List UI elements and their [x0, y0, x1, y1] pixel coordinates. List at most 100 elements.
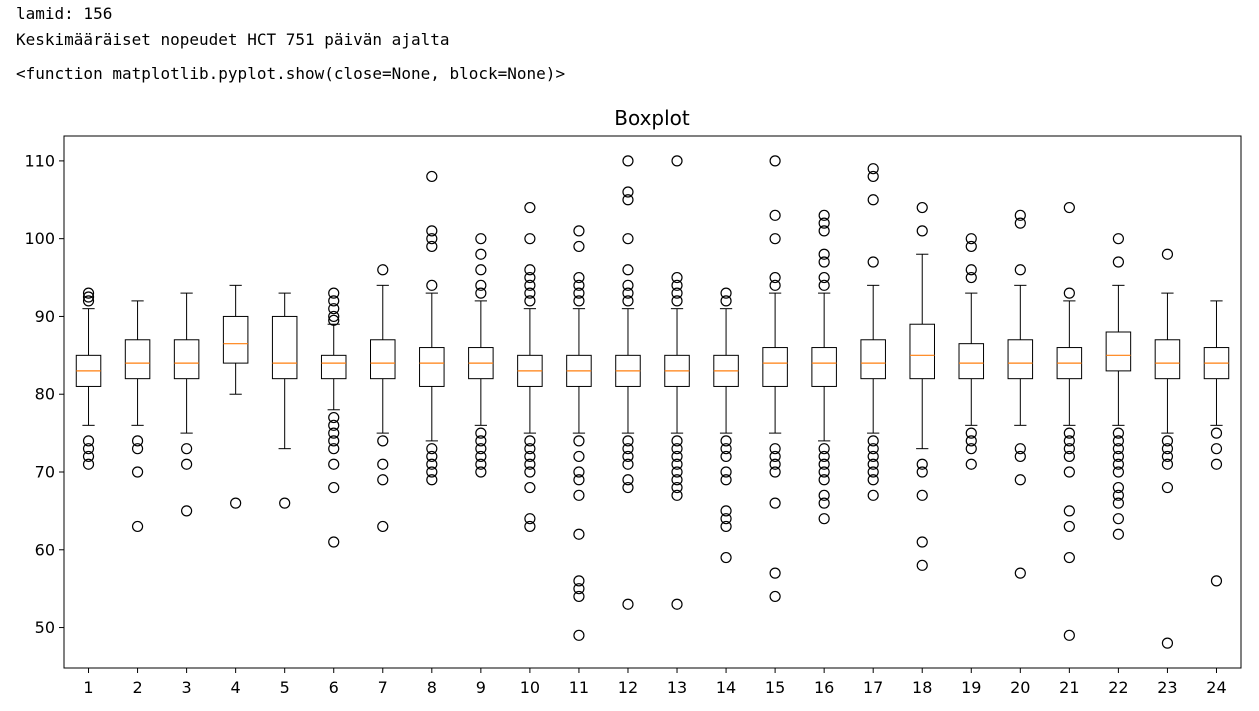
outlier-point — [524, 443, 536, 455]
outlier-point — [1210, 575, 1223, 587]
outlier-point — [671, 155, 683, 167]
outlier-point — [818, 256, 830, 268]
outlier-point — [769, 567, 781, 579]
outlier-point — [181, 505, 193, 517]
outlier-point — [965, 271, 977, 284]
outlier-point — [671, 598, 683, 610]
outlier-point — [328, 536, 340, 548]
outlier-point — [1112, 450, 1124, 463]
plot-frame — [63, 135, 1242, 669]
outlier-point — [1161, 450, 1174, 463]
outlier-point — [524, 279, 536, 291]
outlier-point — [867, 163, 879, 175]
outlier-point — [818, 279, 830, 291]
outlier-point — [622, 598, 634, 610]
outlier-point — [1063, 520, 1075, 533]
outlier-point — [867, 474, 879, 486]
x-axis: 1 2 3 4 5 6 7 8 9 10 11 12 13 14 15 16 17 18 19 20 21 22 23 24 — [83, 668, 1227, 697]
outlier-point — [769, 458, 781, 470]
outlier-point — [622, 233, 634, 245]
outlier-point — [573, 225, 585, 237]
outlier-point — [573, 583, 585, 595]
outlier-point — [328, 295, 340, 307]
outlier-point — [573, 474, 585, 486]
y-tick-label: 60 — [35, 540, 55, 559]
outlier-point — [867, 443, 879, 455]
box-iqr — [1105, 331, 1132, 372]
outlier-point — [82, 435, 95, 447]
outlier-point — [965, 435, 977, 447]
outlier-point — [818, 513, 830, 525]
x-tick-label: 22 — [1108, 678, 1128, 697]
outlier-point — [965, 264, 977, 276]
outlier-point — [230, 497, 242, 509]
outlier-point — [622, 474, 634, 486]
outlier-point — [671, 458, 683, 470]
x-tick-label: 17 — [863, 678, 883, 697]
outlier-point — [1112, 458, 1124, 470]
box-iqr — [909, 323, 935, 380]
outlier-point — [1112, 497, 1124, 509]
outlier-point — [524, 481, 536, 494]
outlier-point — [671, 466, 683, 478]
outlier-point — [769, 155, 781, 167]
outlier-point — [622, 155, 634, 167]
outlier-point — [328, 303, 340, 315]
outlier-point — [622, 287, 634, 299]
box-15 — [762, 155, 788, 603]
outlier-point — [720, 474, 732, 486]
outlier-point — [279, 497, 291, 509]
outlier-point — [426, 450, 438, 463]
y-axis: 50 60 70 80 90 100 110 — [24, 151, 64, 637]
outlier-point — [1063, 201, 1075, 214]
outlier-point — [622, 194, 634, 206]
box-24 — [1203, 300, 1230, 587]
outlier-point — [475, 279, 487, 291]
y-tick-label: 100 — [24, 229, 55, 248]
outlier-point — [475, 233, 487, 245]
outlier-point — [181, 443, 193, 455]
outlier-point — [82, 443, 95, 455]
outlier-point — [720, 443, 732, 455]
x-tick-label: 16 — [814, 678, 834, 697]
outlier-point — [475, 450, 487, 463]
outlier-point — [720, 551, 732, 564]
outlier-point — [916, 489, 928, 501]
outlier-point — [426, 240, 438, 253]
outlier-point — [671, 435, 683, 447]
outlier-point — [1161, 248, 1174, 260]
outlier-point — [769, 279, 781, 291]
outlier-point — [671, 279, 683, 291]
outlier-point — [916, 559, 928, 571]
outlier-point — [377, 435, 389, 447]
box-22 — [1105, 233, 1132, 540]
box-3 — [173, 292, 200, 517]
y-tick-label: 50 — [35, 618, 55, 637]
outlier-point — [818, 450, 830, 463]
outlier-point — [671, 450, 683, 463]
outlier-point — [573, 287, 585, 299]
outlier-point — [82, 458, 95, 470]
x-tick-label: 3 — [182, 678, 192, 697]
outlier-point — [328, 314, 340, 326]
outlier-point — [82, 295, 95, 307]
x-tick-label: 15 — [765, 678, 785, 697]
outlier-point — [426, 466, 438, 478]
outlier-point — [1161, 443, 1174, 455]
outlier-point — [426, 474, 438, 486]
outlier-point — [573, 466, 585, 478]
outlier-point — [818, 497, 830, 509]
outlier-point — [131, 435, 144, 447]
outlier-point — [1063, 443, 1075, 455]
outlier-point — [1112, 513, 1124, 525]
outlier-point — [1063, 505, 1075, 517]
x-tick-label: 4 — [231, 678, 241, 697]
boxes-layer — [75, 155, 1230, 649]
x-tick-label: 14 — [716, 678, 736, 697]
outlier-point — [1014, 264, 1026, 276]
outlier-point — [916, 225, 928, 237]
box-2 — [124, 300, 151, 533]
y-tick-label: 110 — [24, 151, 55, 170]
outlier-point — [622, 264, 634, 276]
outlier-point — [131, 466, 144, 478]
